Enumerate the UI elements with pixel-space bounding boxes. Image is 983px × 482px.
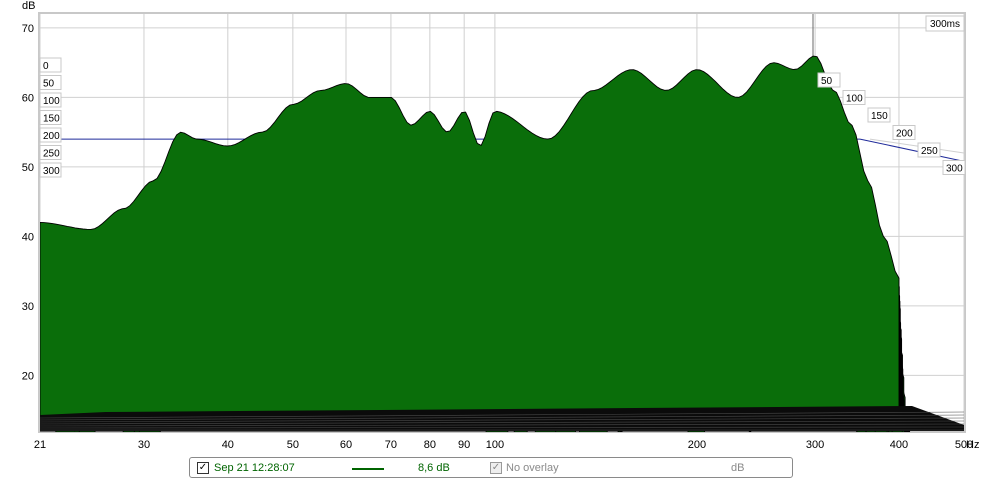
time-ticks-left: 0 50 100 150 200 250 300 — [39, 57, 62, 178]
legend-bar: ✓ Sep 21 12:28:07 8,6 dB ✓ No overlay dB — [189, 457, 793, 478]
x-axis-unit: Hz — [966, 439, 979, 451]
x-tick-6: 80 — [424, 439, 436, 451]
overlay-checkbox[interactable]: ✓ — [490, 462, 502, 474]
time-tick-right-0: 50 — [817, 72, 841, 88]
time-tick-left-3: 150 — [39, 110, 62, 125]
floor-stripe-2 — [40, 417, 965, 423]
floor-stripe-0 — [40, 411, 965, 419]
x-tick-2: 40 — [222, 439, 234, 451]
x-tick-4: 60 — [340, 439, 352, 451]
time-tick-right-1: 100 — [842, 90, 866, 105]
floor-stripe-1 — [40, 414, 965, 421]
svg-text:300: 300 — [43, 166, 60, 177]
svg-text:50: 50 — [43, 79, 55, 90]
time-tick-right-3: 200 — [892, 125, 916, 140]
floor-stripe-4 — [40, 423, 965, 427]
reference-line-tail — [859, 138, 965, 162]
svg-text:250: 250 — [921, 146, 938, 157]
svg-text:200: 200 — [43, 131, 60, 142]
waterfall-chart: 21 30 40 50 60 70 80 90 100 200 300 400 500 20304050… — [22, 0, 980, 451]
svg-text:50: 50 — [821, 76, 833, 87]
time-ticks-right: 50 100 150 200 250 300 — [817, 72, 966, 175]
time-tick-right-2: 150 — [867, 107, 891, 123]
svg-text:300: 300 — [946, 164, 963, 175]
x-tick-9: 200 — [688, 439, 706, 451]
y-tick-1: 30 — [22, 301, 34, 313]
time-tick-right-4: 250 — [917, 142, 941, 158]
time-tick-left-2: 100 — [39, 92, 62, 108]
waterfall-slices — [40, 55, 911, 432]
x-tick-1: 30 — [138, 439, 150, 451]
measurement-line-swatch — [352, 468, 384, 470]
svg-text:150: 150 — [43, 114, 60, 125]
overlay-label[interactable]: No overlay — [506, 462, 559, 474]
x-tick-11: 400 — [890, 439, 908, 451]
time-tick-left-6: 300 — [39, 162, 62, 178]
time-tick-left-5: 250 — [39, 145, 62, 160]
floor-stripe-3 — [40, 420, 965, 425]
time-tick-right-5: 300 — [942, 160, 966, 175]
svg-text:250: 250 — [43, 149, 60, 160]
y-tick-3: 50 — [22, 162, 34, 174]
x-tick-5: 70 — [385, 439, 397, 451]
svg-text:300ms: 300ms — [930, 19, 960, 30]
svg-text:150: 150 — [871, 111, 888, 122]
y-tick-0: 20 — [22, 370, 34, 382]
smoothing-value: 8,6 dB — [418, 462, 450, 474]
y-axis-ticks: 20 30 40 50 60 70 — [22, 23, 34, 382]
measurement-checkbox[interactable]: ✓ — [197, 462, 209, 474]
svg-text:200: 200 — [896, 129, 913, 140]
time-tick-left-1: 50 — [39, 75, 62, 90]
svg-text:100: 100 — [43, 96, 60, 107]
svg-text:0: 0 — [43, 61, 49, 72]
unit-label: dB — [731, 462, 745, 474]
x-tick-10: 300 — [806, 439, 824, 451]
time-tick-left-4: 200 — [39, 127, 62, 143]
x-axis-ticks: 21 30 40 50 60 70 80 90 100 200 300 400 500 — [34, 439, 973, 451]
y-tick-5: 70 — [22, 23, 34, 35]
time-tick-left-0: 0 — [39, 57, 62, 73]
y-tick-4: 60 — [22, 92, 34, 104]
svg-text:100: 100 — [846, 94, 863, 105]
x-tick-8: 100 — [486, 439, 504, 451]
waterfall-slice-0 — [40, 55, 900, 432]
floor-stripe-5 — [40, 426, 965, 429]
y-tick-2: 40 — [22, 231, 34, 243]
x-tick-0: 21 — [34, 439, 46, 451]
floor-noise-band — [40, 406, 965, 431]
time-label-box: 300ms — [925, 15, 965, 32]
y-axis-label: dB — [22, 0, 35, 12]
x-tick-3: 50 — [287, 439, 299, 451]
x-tick-12: 500 — [955, 439, 973, 451]
x-tick-7: 90 — [458, 439, 470, 451]
measurement-label[interactable]: Sep 21 12:28:07 — [214, 462, 295, 474]
floor-grid-line — [869, 138, 965, 154]
